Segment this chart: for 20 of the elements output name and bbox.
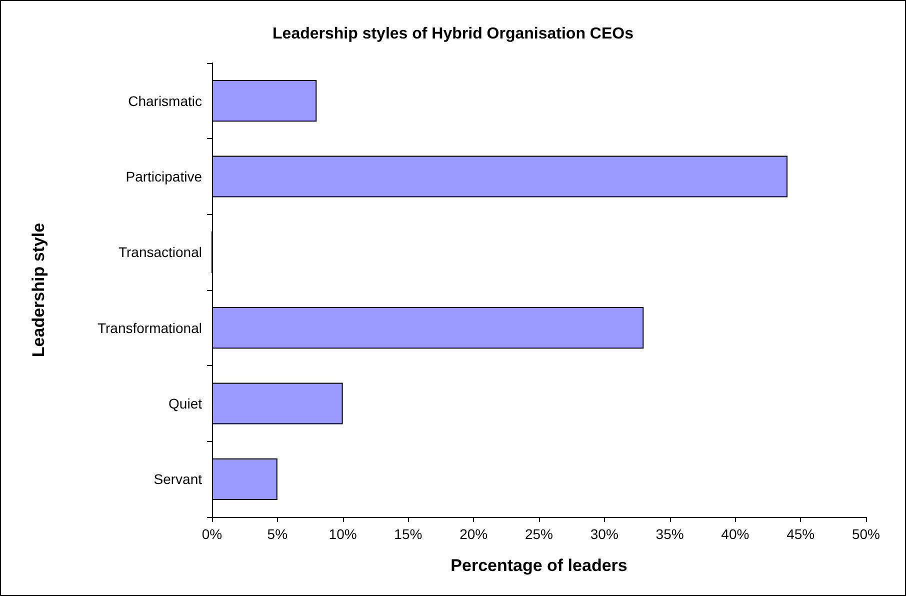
y-axis-title: Leadership style [29, 222, 48, 358]
x-tick-label: 35% [656, 526, 684, 542]
y-tick-label: Quiet [168, 396, 202, 412]
x-tick-label: 10% [328, 526, 357, 542]
x-tick-label: 25% [524, 526, 554, 542]
x-tick-label: 0% [202, 526, 222, 542]
y-tick-label: Transactional [118, 244, 202, 260]
x-tick-label: 50% [852, 526, 880, 542]
y-tick-label: Transformational [97, 320, 202, 336]
x-tick-label: 20% [460, 526, 488, 542]
y-tick-label: Charismatic [128, 92, 202, 109]
x-tick-label: 30% [590, 526, 618, 542]
x-tick-label: 45% [786, 526, 815, 542]
x-tick-label: 40% [721, 526, 750, 542]
x-tick-label: 5% [267, 526, 288, 542]
y-tick-label: Participative [126, 168, 202, 184]
x-axis-title: Percentage of leaders [450, 556, 628, 575]
y-tick-label: Servant [154, 471, 202, 488]
x-tick-label: 15% [394, 526, 422, 542]
chart-title: Leadership styles of Hybrid Organisation CEOs [272, 26, 634, 42]
